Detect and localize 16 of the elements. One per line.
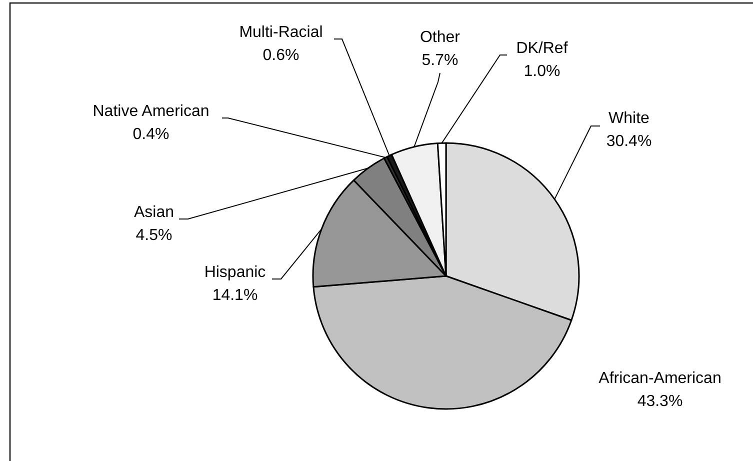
slice-label: Multi-Racial [239, 24, 323, 41]
data-label: 0.4% [132, 126, 170, 143]
data-label: 5.7% [422, 52, 458, 69]
data-label: 0.6% [262, 47, 300, 64]
data-label: 1.0% [524, 63, 560, 80]
slice-label: DK/Ref [516, 40, 568, 57]
slice-label: Hispanic [204, 264, 266, 281]
data-label: 4.5% [136, 227, 172, 244]
slice-label: African-American [598, 370, 722, 387]
data-label: 14.1% [212, 287, 258, 304]
data-label: 43.3% [637, 393, 683, 410]
slice-label: Asian [134, 204, 174, 221]
slice-label: White [608, 110, 650, 127]
slice-label: Native American [92, 103, 210, 120]
data-label: 30.4% [606, 133, 652, 150]
slice-label: Other [420, 29, 461, 46]
